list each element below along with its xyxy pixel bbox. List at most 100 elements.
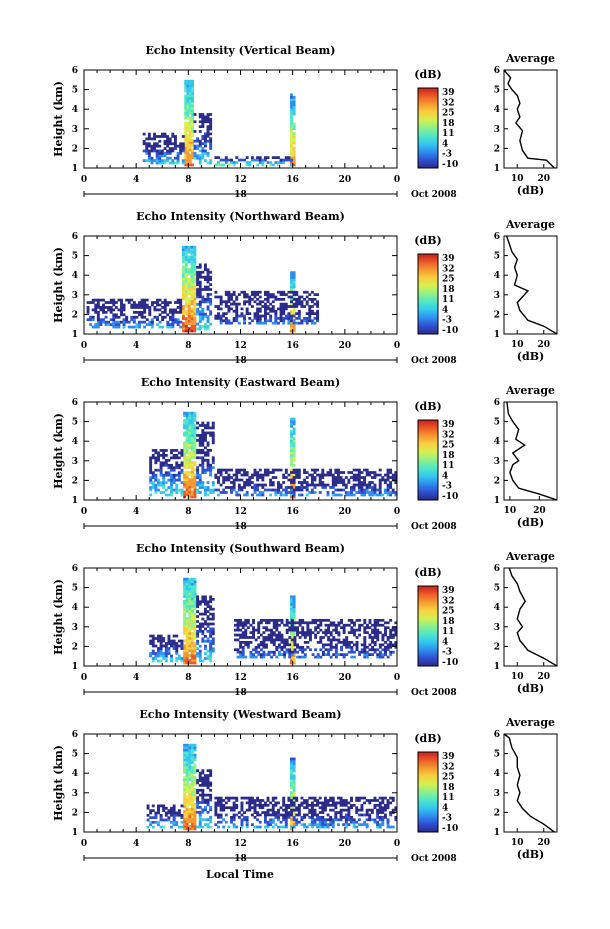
- heatmap-cell: [193, 304, 197, 308]
- heatmap-cell: [227, 796, 231, 800]
- heatmap-cell: [263, 811, 267, 814]
- heatmap-cell: [271, 806, 275, 810]
- heatmap-cell: [391, 808, 395, 812]
- heatmap-cell: [219, 473, 223, 477]
- heatmap-cell: [284, 811, 288, 814]
- x-tick-label: 0: [81, 673, 87, 683]
- heatmap-cell: [193, 602, 197, 606]
- heatmap-cell: [159, 634, 163, 638]
- heatmap-cell: [342, 823, 346, 826]
- heatmap-cell: [368, 653, 372, 657]
- heatmap-cell: [365, 483, 369, 487]
- heatmap-cell: [206, 776, 210, 780]
- heatmap-cell: [201, 275, 205, 279]
- heatmap-cell: [190, 790, 194, 794]
- heatmap-cell: [236, 623, 240, 627]
- heatmap-cell: [258, 483, 262, 487]
- heatmap-cell: [334, 483, 338, 487]
- heatmap-cell: [258, 321, 262, 325]
- heatmap-cell: [180, 491, 184, 494]
- heatmap-cell: [185, 607, 189, 611]
- heatmap-cell: [263, 290, 267, 294]
- heatmap-cell: [145, 306, 149, 309]
- average-y-tick-label: 2: [494, 808, 500, 818]
- heatmap-cell: [143, 306, 147, 309]
- heatmap-cell: [198, 657, 202, 660]
- heatmap-cell: [292, 132, 296, 135]
- heatmap-cell: [183, 587, 187, 591]
- heatmap-cell: [184, 121, 188, 125]
- heatmap-cell: [190, 451, 194, 454]
- colorbar-unit: (dB): [414, 234, 441, 247]
- heatmap-cell: [222, 806, 226, 810]
- heatmap-cell: [184, 322, 188, 325]
- heatmap-cell: [288, 655, 292, 659]
- heatmap-cell: [203, 431, 207, 435]
- heatmap-cell: [310, 813, 314, 817]
- y-tick-label: 1: [72, 496, 78, 506]
- heatmap-cell: [321, 645, 325, 649]
- heatmap-cell: [363, 493, 366, 497]
- heatmap-cell: [319, 638, 323, 642]
- heatmap-cell: [209, 639, 213, 643]
- heatmap-cell: [297, 813, 301, 817]
- heatmap-cell: [138, 303, 141, 307]
- heatmap-cell: [175, 473, 179, 477]
- heatmap-cell: [143, 308, 147, 312]
- heatmap-cell: [193, 258, 197, 261]
- heatmap-cell: [196, 769, 200, 773]
- heatmap-cell: [142, 149, 146, 153]
- heatmap-cell: [209, 127, 213, 131]
- average-x-label: (dB): [517, 682, 544, 695]
- heatmap-cell: [164, 488, 168, 492]
- heatmap-cell: [253, 483, 257, 487]
- heatmap-cell: [344, 820, 348, 824]
- x-tick-label: 0: [81, 839, 87, 849]
- heatmap-cell: [183, 632, 187, 635]
- heatmap-cell: [295, 317, 299, 320]
- heatmap-cell: [181, 159, 185, 162]
- heatmap-cell: [190, 255, 194, 259]
- heatmap-cell: [313, 297, 317, 301]
- heatmap-cell: [290, 597, 293, 601]
- heatmap-cell: [368, 481, 372, 484]
- day-label: 18: [234, 854, 247, 864]
- heatmap-cell: [360, 803, 364, 807]
- heatmap-cell: [360, 488, 364, 492]
- heatmap-cell: [316, 483, 320, 487]
- heatmap-cell: [292, 769, 296, 773]
- heatmap-cell: [319, 621, 323, 625]
- heatmap-cell: [191, 106, 195, 110]
- heatmap-cell: [357, 481, 361, 484]
- heatmap-cell: [190, 265, 194, 269]
- heatmap-cell: [258, 319, 262, 323]
- heatmap-cell: [363, 638, 367, 642]
- heatmap-cell: [277, 631, 281, 634]
- heatmap-cell: [177, 657, 181, 660]
- heatmap-cell: [219, 302, 223, 306]
- heatmap-cell: [259, 633, 263, 637]
- heatmap-cell: [331, 799, 335, 802]
- heatmap-cell: [230, 796, 233, 800]
- heatmap-cell: [120, 306, 123, 309]
- heatmap-cell: [179, 303, 183, 307]
- heatmap-cell: [188, 607, 192, 611]
- heatmap-cell: [177, 478, 181, 482]
- heatmap-cell: [292, 757, 296, 761]
- heatmap-cell: [203, 142, 207, 145]
- heatmap-cell: [177, 639, 181, 643]
- heatmap-cell: [290, 134, 293, 138]
- heatmap-cell: [222, 478, 226, 482]
- heatmap-cell: [363, 650, 367, 654]
- heatmap-cell: [290, 310, 293, 313]
- heatmap-cell: [298, 655, 302, 659]
- heatmap-cell: [222, 808, 226, 812]
- heatmap-cell: [244, 633, 248, 637]
- heatmap-cell: [263, 314, 267, 318]
- heatmap-cell: [292, 312, 296, 316]
- heatmap-cell: [331, 473, 335, 477]
- heatmap-cell: [308, 815, 312, 819]
- heatmap-cell: [203, 325, 207, 328]
- heatmap-cell: [175, 491, 179, 494]
- heatmap-cell: [193, 805, 197, 809]
